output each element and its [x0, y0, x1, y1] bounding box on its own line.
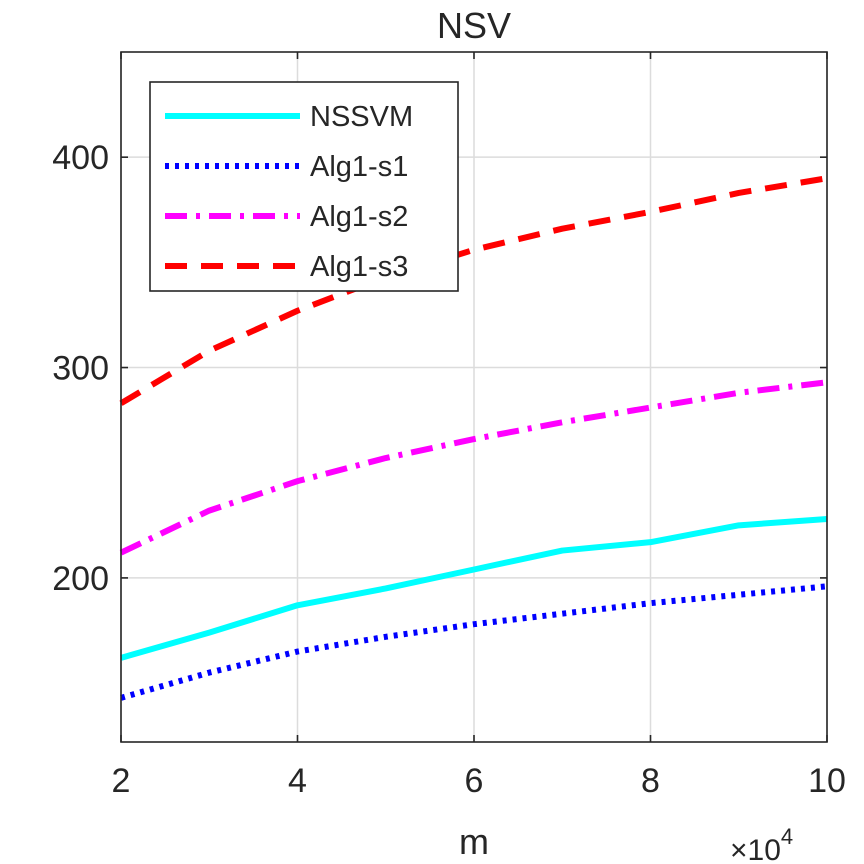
axis-ticks: 2 4 6 8 10 200 300 400 [52, 52, 846, 800]
chart-title: NSV [437, 5, 511, 46]
series-line-alg1-s3 [119, 175, 828, 406]
series-lines [119, 175, 828, 701]
series-line-alg1-s2 [119, 379, 828, 556]
legend-label-alg1-s3: Alg1-s3 [310, 251, 408, 283]
series-line-alg1-s1 [120, 583, 828, 701]
legend-label-alg1-s1: Alg1-s1 [310, 151, 408, 183]
legend-label-nssvm: NSSVM [310, 101, 413, 133]
legend: NSSVM Alg1-s1 Alg1-s2 Alg1-s3 [149, 81, 459, 292]
x-tick-label: 6 [465, 762, 484, 800]
x-multiplier-exponent: 4 [781, 824, 793, 849]
y-tick-label: 400 [52, 139, 109, 177]
x-tick-label: 2 [112, 762, 131, 800]
x-axis-multiplier: ×104 [730, 824, 793, 864]
x-tick-label: 10 [808, 762, 846, 800]
legend-label-alg1-s2: Alg1-s2 [310, 201, 408, 233]
x-tick-label: 8 [641, 762, 660, 800]
y-tick-label: 300 [52, 350, 109, 388]
x-tick-label: 4 [288, 762, 307, 800]
series-line-nssvm [120, 516, 828, 661]
x-axis-label: m [459, 821, 489, 862]
x-multiplier-base: ×10 [730, 834, 781, 864]
y-tick-label: 200 [52, 560, 109, 598]
